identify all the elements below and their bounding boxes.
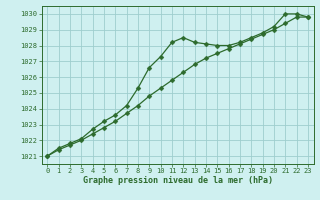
X-axis label: Graphe pression niveau de la mer (hPa): Graphe pression niveau de la mer (hPa) bbox=[83, 176, 273, 185]
